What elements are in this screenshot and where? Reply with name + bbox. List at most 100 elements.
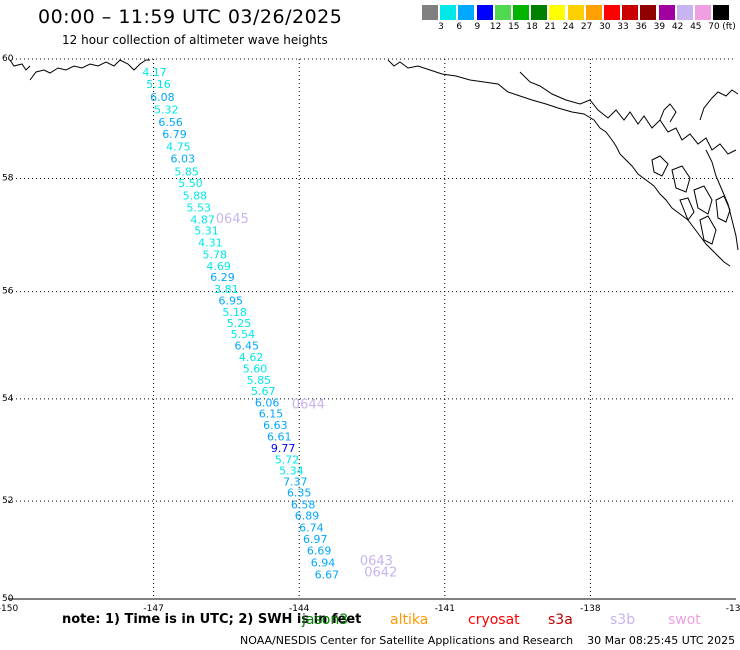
swh-value: 6.95	[219, 294, 244, 307]
swh-value: 4.62	[239, 351, 264, 364]
swh-value: 4.17	[142, 66, 167, 79]
swh-value: 7.37	[283, 476, 308, 489]
chart-subtitle: 12 hour collection of altimeter wave hei…	[62, 33, 328, 47]
swh-value: 5.88	[183, 189, 208, 202]
coastline	[9, 59, 739, 267]
legend-label: 21	[544, 22, 556, 32]
legend-label: 3	[438, 22, 444, 32]
swh-value: 6.08	[150, 91, 175, 104]
footer-credit: NOAA/NESDIS Center for Satellite Applica…	[240, 634, 735, 647]
swh-value: 6.61	[267, 430, 292, 443]
legend-swatch	[640, 5, 657, 20]
legend-label: 45	[690, 22, 702, 32]
swh-value: 3.81	[214, 283, 239, 296]
legend-label: 39	[653, 22, 666, 32]
lat-tick-label: 54	[2, 394, 14, 404]
satellite-swot: swot	[668, 612, 701, 628]
legend-swatch	[458, 5, 475, 20]
legend-swatch	[695, 5, 711, 20]
legend-swatch	[567, 5, 584, 20]
legend-swatch	[549, 5, 566, 20]
swh-value: 5.85	[174, 166, 199, 179]
legend-label: 30	[599, 22, 611, 32]
time-label: 0642	[364, 566, 397, 581]
graticule	[8, 58, 736, 600]
swh-value: 5.85	[247, 374, 272, 387]
swh-value: 6.29	[210, 271, 235, 284]
panhandle-island-5	[715, 195, 731, 223]
legend-label: 12	[489, 22, 502, 32]
swh-value: 5.16	[146, 78, 171, 91]
lat-tick-label: 60	[2, 54, 14, 64]
legend-label: 15	[508, 22, 520, 32]
swh-value: 6.74	[299, 522, 324, 535]
swh-value: 6.94	[311, 556, 336, 569]
satellite-s3b: s3b	[610, 612, 636, 628]
legend-label: 36	[635, 22, 647, 32]
lon-tick-label: -141	[435, 604, 455, 614]
legend-swatch	[440, 5, 457, 20]
time-label: 0645	[216, 212, 249, 227]
axis-tick-labels: 60 58 56 54 52 50-150 -147 -144 -141 -138 -135	[0, 54, 740, 614]
time-label: 0643	[360, 554, 393, 569]
swh-value: 5.67	[251, 385, 276, 398]
lon-tick-label: -150	[0, 604, 18, 614]
swh-value: 5.54	[231, 328, 256, 341]
lat-tick-label: 56	[2, 287, 14, 297]
swh-value: 5.78	[203, 248, 228, 261]
swh-track: 4.175.166.085.326.566.794.756.035.855.50…	[142, 66, 339, 582]
alaska-coastline-east	[519, 71, 737, 155]
swh-value: 6.45	[235, 339, 260, 352]
legend-swatch	[494, 5, 511, 20]
swh-value: 5.53	[186, 201, 211, 214]
panhandle-island-6	[679, 197, 695, 222]
lon-tick-label: -135	[726, 604, 740, 614]
swh-value: 4.87	[190, 213, 215, 226]
swh-value: 5.32	[154, 103, 179, 116]
legend-label: 27	[580, 22, 593, 32]
chart-title: 00:00 – 11:59 UTC 03/26/2025	[38, 6, 343, 28]
legend-swatch	[676, 5, 693, 20]
legend-label: 6	[456, 22, 463, 32]
swh-value: 6.15	[259, 408, 284, 421]
swh-value: 4.69	[206, 260, 231, 273]
swh-value: 5.18	[222, 306, 247, 319]
panhandle-island-2	[671, 165, 691, 193]
time-label: 0644	[292, 398, 325, 413]
legend-swatch	[604, 5, 620, 20]
legend-swatch	[476, 5, 493, 20]
legend-swatch	[422, 5, 438, 20]
note-text: note: 1) Time is in UTC; 2) SWH is in fe…	[62, 612, 362, 627]
swh-value: 5.72	[275, 453, 300, 466]
legend-label: 70	[708, 22, 720, 32]
legend-label: 24	[562, 22, 575, 32]
swh-value: 5.31	[194, 225, 219, 238]
swh-value: 6.58	[291, 499, 316, 512]
panhandle-island-1	[651, 155, 669, 177]
swh-value: 6.35	[287, 487, 312, 500]
legend-unit: (ft)	[722, 22, 736, 32]
alaska-coastline-stub	[9, 59, 31, 71]
alaska-coastline-north	[29, 59, 150, 81]
satellite-altika: altika	[390, 612, 429, 628]
panhandle-coast	[705, 149, 739, 251]
swh-value: 6.89	[295, 510, 320, 523]
satellite-jason3: jason3	[302, 612, 349, 628]
lon-tick-label: -144	[289, 604, 310, 614]
lat-tick-label: 50	[2, 594, 14, 604]
footer-credit-text: NOAA/NESDIS Center for Satellite Applica…	[240, 634, 574, 647]
legend-label: 9	[474, 22, 481, 32]
footer-timestamp: 30 Mar 08:25:45 UTC 2025	[587, 634, 736, 647]
legend-swatch	[658, 5, 675, 20]
swh-value: 5.60	[243, 362, 268, 375]
legend-label: 33	[617, 22, 629, 32]
legend-label: 18	[526, 22, 538, 32]
swh-value: 6.97	[303, 533, 328, 546]
swh-value: 4.31	[198, 237, 223, 250]
swh-value: 6.56	[158, 116, 183, 129]
legend-swatch	[622, 5, 639, 20]
swh-value: 6.63	[263, 419, 288, 432]
swh-value: 6.79	[162, 128, 187, 141]
satellite-s3a: s3a	[548, 612, 573, 628]
